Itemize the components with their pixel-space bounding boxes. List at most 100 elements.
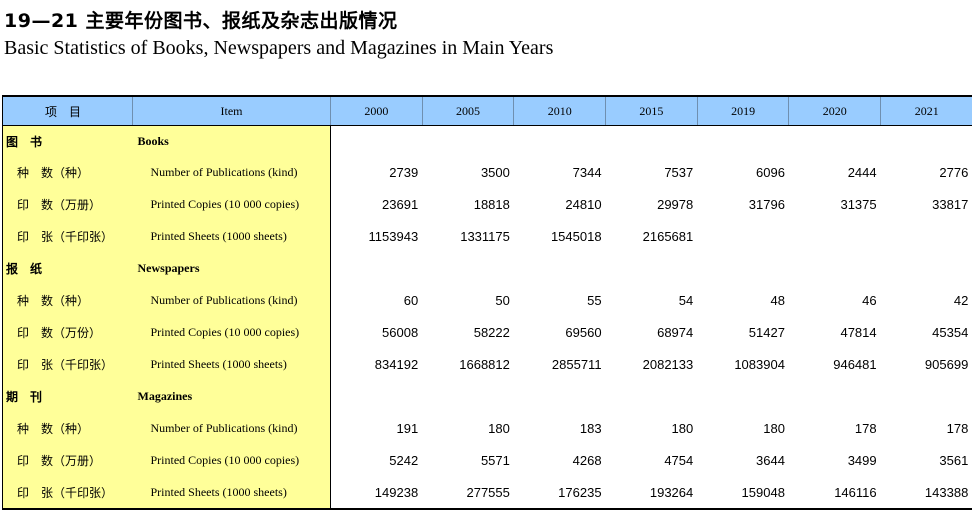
table-row: 印 数（万册） Printed Copies (10 000 copies) 524… bbox=[2, 444, 973, 476]
header-year-2000: 2000 bbox=[330, 95, 423, 126]
value-cell-2000: 5242 bbox=[389, 452, 419, 468]
row-label-cn: 种 数（种） bbox=[2, 156, 133, 188]
value-cell-2015: 54 bbox=[678, 292, 694, 308]
value-cell-2019: 48 bbox=[770, 292, 785, 308]
table-row: 印 数（万份） Printed Copies (10 000 copies) 560… bbox=[2, 316, 973, 348]
value-cell-2005: 50 bbox=[495, 292, 510, 308]
value-cell-2021: 143388 bbox=[880, 476, 973, 510]
value-cell-2005: 18818 bbox=[473, 196, 510, 212]
value-cell-2010 bbox=[514, 126, 606, 157]
page-title-cn: 19—21 主要年份图书、报纸及杂志出版情况 bbox=[4, 10, 398, 32]
value-cell-2005: 58222 bbox=[473, 324, 510, 340]
header-year-2019: 2019 bbox=[696, 95, 789, 126]
row-label-en: Printed Sheets (1000 sheets) bbox=[132, 220, 331, 252]
value-cell-2010: 7344 bbox=[572, 164, 602, 180]
value-cell-2021: 33817 bbox=[932, 196, 969, 212]
value-cell-2019: 6096 bbox=[756, 164, 785, 180]
value-cell-2015: 29978 bbox=[657, 196, 694, 212]
value-cell-2010: 69560 bbox=[565, 324, 602, 340]
value-cell-2021: 42 bbox=[953, 292, 969, 308]
value-cell-2010: 4268 bbox=[572, 452, 602, 468]
row-label-en: Printed Sheets (1000 sheets) bbox=[132, 348, 331, 380]
value-cell-2000 bbox=[331, 380, 423, 412]
header-year-2010: 2010 bbox=[513, 95, 606, 126]
value-cell-2021 bbox=[881, 380, 973, 412]
value-cell-2020 bbox=[789, 252, 881, 284]
statistics-table: 项 目 Item 2000 2005 2010 2015 2019 2020 2021 图 … bbox=[2, 95, 973, 510]
row-label-cn: 种 数（种） bbox=[2, 412, 133, 444]
value-cell-2020 bbox=[789, 380, 881, 412]
header-year-2015: 2015 bbox=[605, 95, 698, 126]
value-cell-2019 bbox=[697, 252, 789, 284]
value-cell-2010: 55 bbox=[587, 292, 602, 308]
row-label-cn: 印 张（千印张） bbox=[2, 220, 133, 252]
value-cell-2020: 31375 bbox=[840, 196, 877, 212]
row-label-en: Number of Publications (kind) bbox=[132, 156, 331, 188]
value-cell-2005: 180 bbox=[488, 420, 510, 436]
value-cell-2020: 146116 bbox=[788, 476, 881, 510]
value-cell-2005: 1331175 bbox=[460, 228, 510, 244]
value-cell-2005 bbox=[422, 252, 514, 284]
value-cell-2020: 46 bbox=[862, 292, 877, 308]
value-cell-2019: 3644 bbox=[756, 452, 785, 468]
category-row: 期 刊 Magazines bbox=[2, 380, 973, 412]
table-row: 印 张（千印张） Printed Sheets (1000 sheets) 8341… bbox=[2, 348, 973, 380]
table-row: 印 张（千印张） Printed Sheets (1000 sheets) 1492… bbox=[2, 476, 973, 510]
value-cell-2010: 1545018 bbox=[550, 228, 602, 244]
table-row: 种 数（种） Number of Publications (kind) 2739 3… bbox=[2, 156, 973, 188]
row-label-en: Printed Copies (10 000 copies) bbox=[132, 316, 331, 348]
header-row: 项 目 Item 2000 2005 2010 2015 2019 2020 2021 bbox=[2, 95, 973, 126]
value-cell-2015: 180 bbox=[671, 420, 694, 436]
value-cell-2015 bbox=[606, 126, 698, 157]
value-cell-2020: 2444 bbox=[847, 164, 877, 180]
row-label-cn: 印 张（千印张） bbox=[2, 476, 133, 510]
value-cell-2021 bbox=[881, 126, 973, 157]
row-label-en: Printed Copies (10 000 copies) bbox=[132, 444, 331, 476]
header-year-2021: 2021 bbox=[880, 95, 973, 126]
value-cell-2010: 176235 bbox=[513, 476, 606, 510]
row-label-cn: 印 数（万册） bbox=[2, 188, 133, 220]
row-label-en: Printed Copies (10 000 copies) bbox=[132, 188, 331, 220]
value-cell-2015: 2082133 bbox=[642, 356, 694, 372]
value-cell-2000: 149238 bbox=[330, 476, 423, 510]
value-cell-2015: 4754 bbox=[664, 452, 694, 468]
value-cell-2000: 56008 bbox=[382, 324, 419, 340]
value-cell-2019: 1083904 bbox=[734, 356, 785, 372]
value-cell-2005: 1668812 bbox=[459, 356, 510, 372]
value-cell-2010: 2855711 bbox=[551, 356, 602, 372]
value-cell-2019: 51427 bbox=[748, 324, 785, 340]
row-label-cn: 印 数（万册） bbox=[2, 444, 133, 476]
value-cell-2000 bbox=[331, 252, 423, 284]
value-cell-2019: 31796 bbox=[748, 196, 785, 212]
category-row: 图 书 Books bbox=[2, 125, 973, 157]
value-cell-2021 bbox=[881, 252, 973, 284]
value-cell-2015: 193264 bbox=[605, 476, 698, 510]
value-cell-2020: 3499 bbox=[847, 452, 877, 468]
value-cell-2019 bbox=[697, 220, 789, 252]
page-title-en: Basic Statistics of Books, Newspapers an… bbox=[4, 37, 554, 59]
value-cell-2020 bbox=[789, 220, 881, 252]
header-item-en: Item bbox=[132, 95, 331, 126]
value-cell-2000: 834192 bbox=[374, 356, 419, 372]
value-cell-2005 bbox=[422, 126, 514, 157]
header-item-cn: 项 目 bbox=[2, 95, 133, 126]
value-cell-2010 bbox=[514, 380, 606, 412]
row-label-cn: 报 纸 bbox=[2, 252, 133, 284]
row-label-cn: 种 数（种） bbox=[2, 284, 133, 316]
value-cell-2005: 5571 bbox=[480, 452, 510, 468]
value-cell-2000: 60 bbox=[403, 292, 419, 308]
category-row: 报 纸 Newspapers bbox=[2, 252, 973, 284]
value-cell-2021: 905699 bbox=[924, 356, 969, 372]
value-cell-2005 bbox=[422, 380, 514, 412]
value-cell-2020 bbox=[789, 126, 881, 157]
table-row: 种 数（种） Number of Publications (kind) 191 18… bbox=[2, 412, 973, 444]
value-cell-2019: 159048 bbox=[697, 476, 789, 510]
value-cell-2010: 183 bbox=[579, 420, 602, 436]
table-row: 印 数（万册） Printed Copies (10 000 copies) 236… bbox=[2, 188, 973, 220]
value-cell-2020: 946481 bbox=[833, 356, 877, 372]
row-label-cn: 期 刊 bbox=[2, 380, 133, 412]
value-cell-2005: 3500 bbox=[480, 164, 510, 180]
value-cell-2000: 2739 bbox=[389, 164, 419, 180]
row-label-en: Printed Sheets (1000 sheets) bbox=[132, 476, 331, 510]
row-label-cn: 印 张（千印张） bbox=[2, 348, 133, 380]
